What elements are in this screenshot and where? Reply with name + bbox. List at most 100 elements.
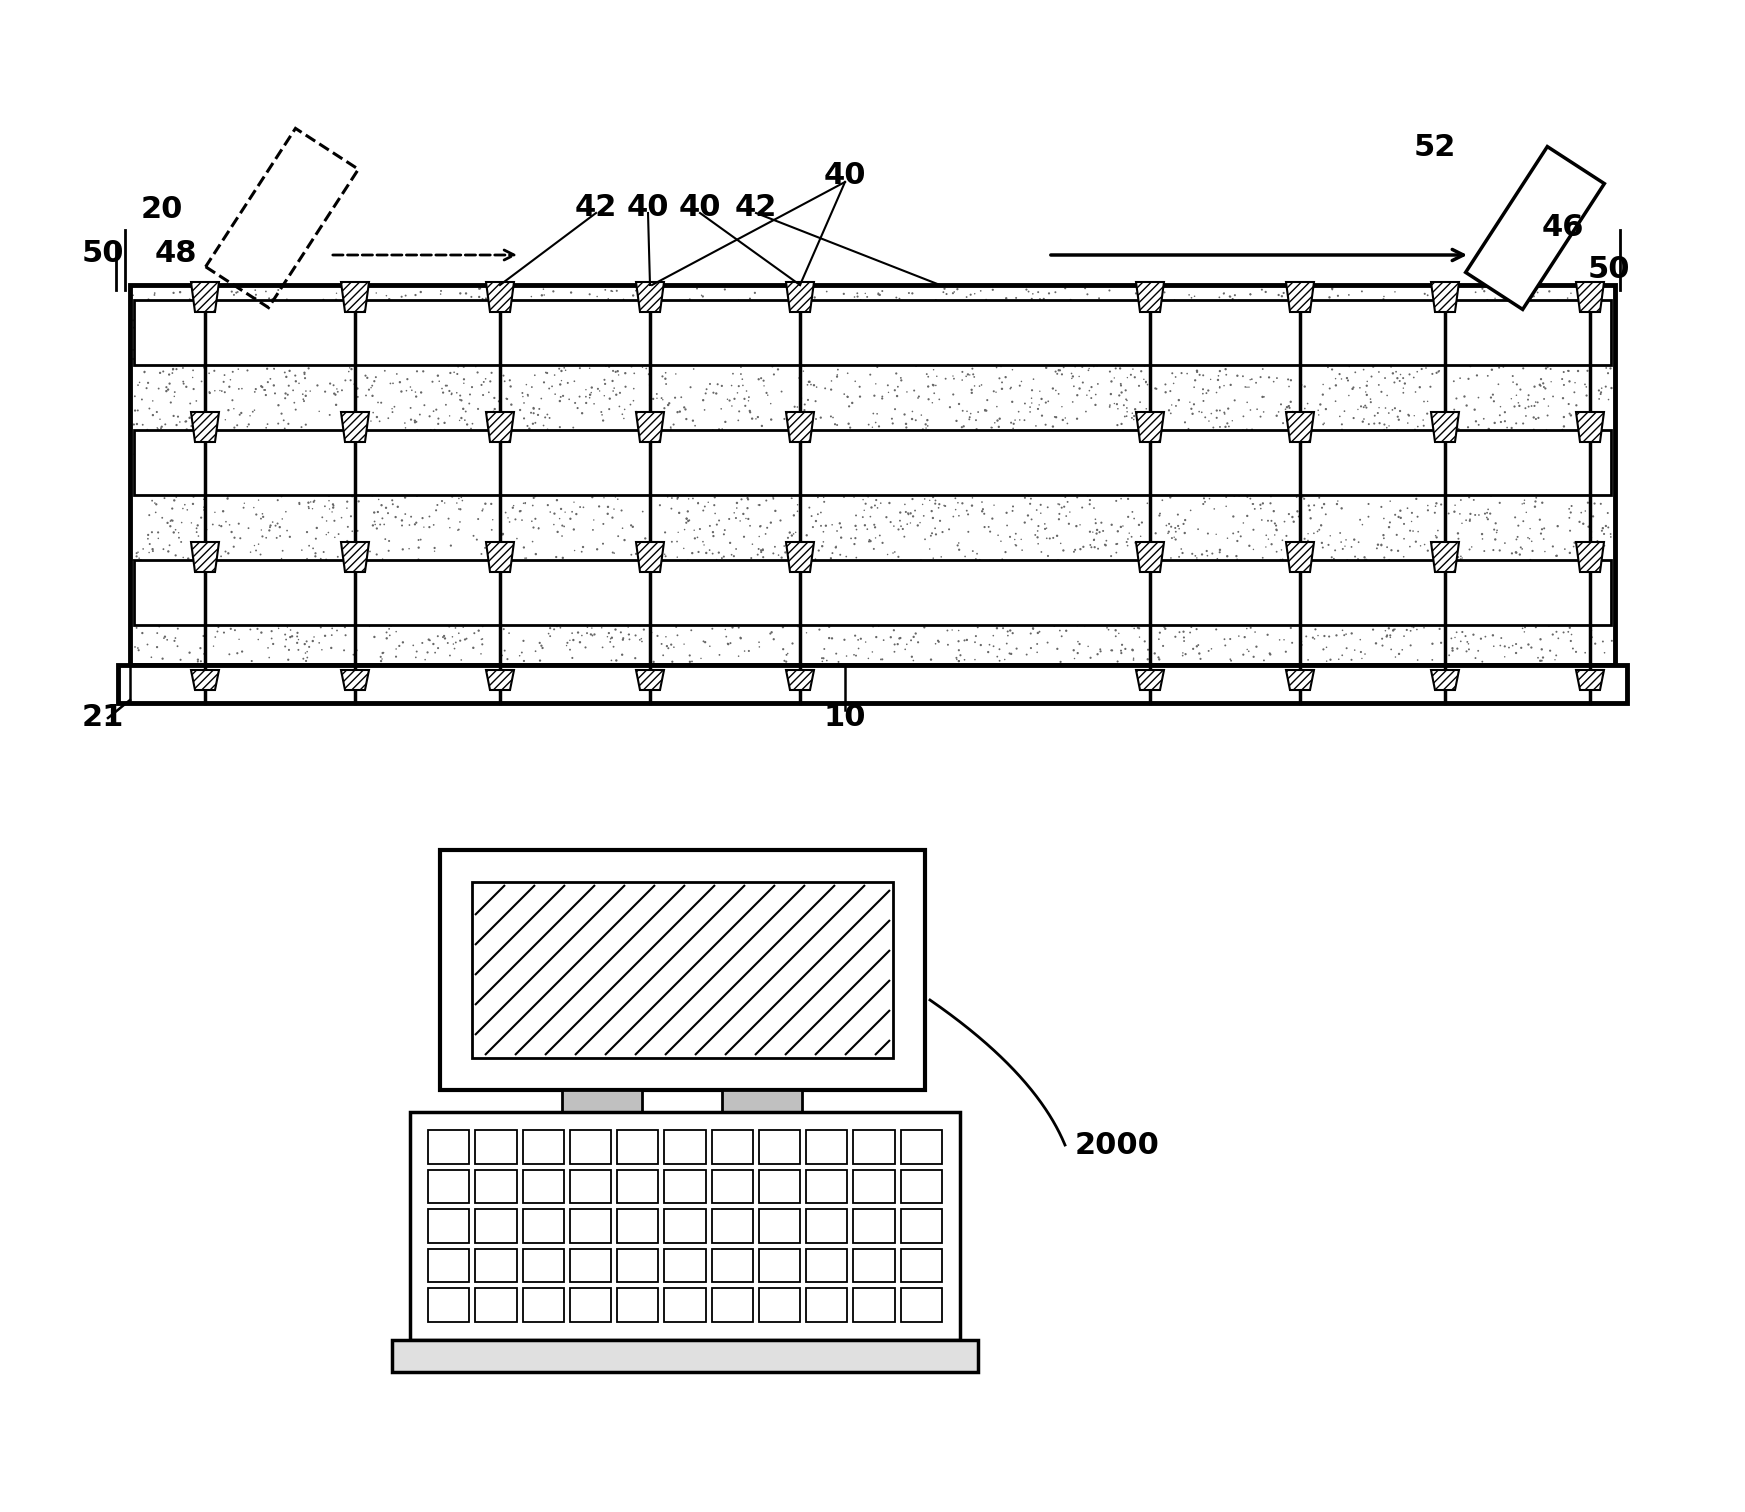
Point — [1162, 364, 1190, 389]
Point — [1499, 609, 1527, 634]
Point — [1103, 532, 1131, 556]
Point — [576, 383, 604, 407]
Point — [1103, 413, 1131, 437]
Point — [325, 522, 352, 546]
Point — [1101, 357, 1129, 381]
Point — [1490, 410, 1518, 434]
Point — [492, 553, 520, 578]
Point — [431, 330, 459, 354]
Point — [1485, 561, 1513, 585]
Point — [811, 514, 839, 538]
Point — [1202, 405, 1230, 429]
Point — [180, 358, 208, 383]
Point — [1502, 641, 1530, 665]
Point — [501, 590, 529, 614]
Point — [667, 386, 695, 410]
Point — [407, 528, 435, 552]
Point — [1016, 591, 1044, 615]
Point — [881, 398, 909, 422]
Point — [932, 569, 960, 593]
Point — [607, 458, 635, 482]
Point — [1534, 404, 1562, 428]
Point — [806, 556, 834, 581]
Point — [895, 605, 923, 629]
Point — [1050, 446, 1078, 470]
Point — [1305, 485, 1333, 510]
Bar — [428, 1170, 469, 1204]
Point — [941, 304, 968, 328]
Point — [1518, 538, 1546, 562]
Point — [965, 373, 993, 398]
Point — [494, 387, 522, 411]
Point — [695, 584, 722, 608]
Bar — [853, 1210, 895, 1243]
Point — [120, 399, 148, 423]
Point — [373, 458, 401, 482]
Point — [961, 281, 989, 305]
Point — [194, 534, 222, 558]
Point — [1005, 348, 1033, 372]
Point — [831, 552, 859, 576]
Polygon shape — [190, 670, 220, 689]
Point — [1443, 522, 1471, 546]
Point — [1092, 298, 1120, 322]
Point — [909, 602, 937, 626]
Point — [867, 423, 895, 448]
Point — [511, 464, 539, 488]
Point — [1056, 511, 1084, 535]
Point — [168, 322, 195, 346]
Point — [462, 354, 490, 378]
Point — [872, 558, 900, 582]
Point — [1010, 408, 1038, 432]
Point — [1256, 567, 1284, 591]
Point — [1035, 281, 1063, 305]
Point — [897, 481, 925, 505]
Point — [147, 611, 174, 635]
Point — [1413, 283, 1441, 307]
Point — [708, 579, 736, 603]
Point — [1508, 556, 1536, 581]
Point — [441, 587, 469, 611]
Point — [1160, 372, 1188, 396]
Point — [982, 395, 1010, 419]
Point — [796, 549, 824, 573]
Point — [1244, 572, 1272, 596]
Point — [780, 522, 808, 546]
Point — [628, 626, 656, 650]
Point — [885, 590, 913, 614]
Point — [1588, 519, 1616, 543]
Point — [1335, 576, 1363, 600]
Point — [1344, 547, 1372, 572]
Point — [469, 370, 497, 395]
Point — [770, 615, 797, 640]
Point — [1063, 614, 1091, 638]
Point — [1399, 578, 1427, 602]
Point — [1492, 590, 1520, 614]
Point — [824, 363, 852, 387]
Point — [201, 411, 229, 435]
Point — [1024, 339, 1052, 363]
Point — [1534, 321, 1562, 345]
Point — [159, 357, 187, 381]
Point — [726, 302, 754, 327]
Point — [391, 416, 419, 440]
Point — [1038, 414, 1066, 438]
Point — [489, 522, 517, 546]
Point — [1066, 570, 1094, 594]
Point — [633, 416, 661, 440]
Point — [204, 620, 232, 644]
Point — [742, 467, 770, 491]
Point — [368, 301, 396, 325]
Point — [850, 348, 878, 372]
Point — [958, 357, 986, 381]
Point — [1314, 558, 1342, 582]
Point — [183, 647, 211, 671]
Point — [541, 363, 569, 387]
Point — [122, 544, 150, 569]
Point — [1455, 508, 1483, 532]
Point — [375, 603, 403, 627]
Point — [803, 313, 831, 337]
Point — [838, 575, 866, 599]
Point — [525, 631, 553, 655]
Point — [211, 428, 239, 452]
